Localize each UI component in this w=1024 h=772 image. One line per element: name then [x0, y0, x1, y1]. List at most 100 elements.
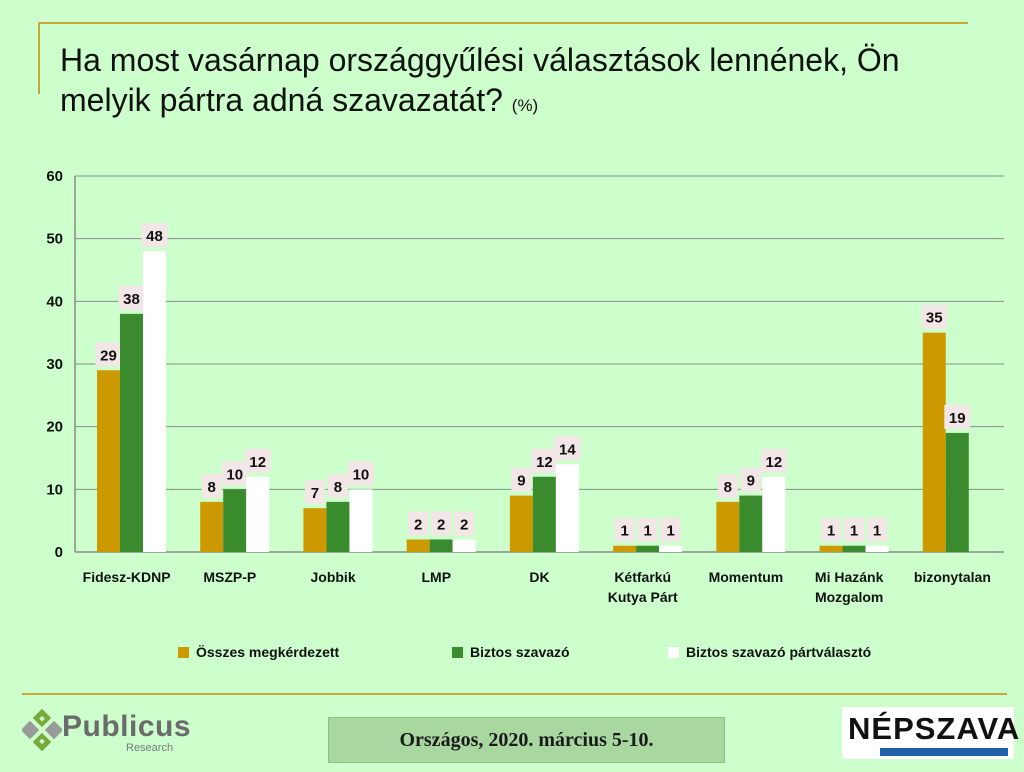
x-tick-label: Mozgalom [815, 589, 883, 605]
nepszava-logo: NÉPSZAVA [842, 707, 1019, 759]
data-label: 9 [747, 473, 755, 490]
x-tick-label: Mi Hazánk [815, 569, 884, 585]
bar [326, 501, 350, 552]
data-label: 35 [926, 310, 943, 327]
bar [842, 545, 866, 552]
bar [200, 501, 224, 552]
data-label-box [454, 511, 475, 536]
data-label-box [408, 511, 429, 536]
data-label-box [844, 517, 865, 542]
data-label-box [221, 461, 248, 486]
data-label-box [431, 511, 452, 536]
data-label-box [717, 473, 738, 498]
data-label-box [867, 517, 888, 542]
x-tick-label: bizonytalan [914, 569, 991, 585]
data-label: 2 [460, 516, 468, 533]
bar [246, 476, 270, 552]
x-tick-label: Momentum [709, 569, 784, 585]
bar [303, 508, 327, 552]
data-label: 1 [666, 523, 674, 540]
bar [945, 432, 969, 552]
data-label: 29 [100, 347, 117, 364]
y-tick-label: 40 [46, 293, 63, 310]
bar [143, 251, 166, 552]
data-label: 1 [827, 523, 835, 540]
data-label: 2 [437, 516, 445, 533]
title-frame-left [38, 22, 40, 94]
data-label: 48 [146, 228, 163, 245]
footer-divider [22, 693, 1007, 695]
legend-swatch [178, 647, 189, 658]
y-tick-label: 20 [46, 419, 63, 436]
data-label-box [531, 448, 558, 473]
bar [555, 464, 579, 552]
bar [739, 495, 763, 552]
x-tick-label: Fidesz-KDNP [83, 569, 171, 585]
bar [613, 545, 637, 552]
legend-label: Biztos szavazó pártválasztó [686, 644, 871, 660]
data-label-box [201, 473, 222, 498]
data-label: 14 [559, 441, 576, 458]
data-label-box [660, 517, 681, 542]
title-frame-top [38, 22, 968, 24]
y-tick-label: 50 [46, 231, 63, 248]
data-label: 19 [949, 410, 966, 427]
bar [922, 332, 946, 552]
x-tick-label: Kutya Párt [608, 589, 678, 605]
bar-chart: 0102030405060293848Fidesz-KDNP81012MSZP-… [46, 168, 1004, 660]
data-label-box [614, 517, 635, 542]
data-label-box [327, 473, 348, 498]
data-label: 8 [334, 479, 342, 496]
data-label: 10 [353, 466, 370, 483]
data-label: 12 [249, 454, 266, 471]
publicus-brand: Publicus [62, 710, 192, 743]
data-label-box [821, 517, 842, 542]
nepszava-stripe [880, 748, 1008, 756]
data-label-box [921, 304, 948, 329]
data-label-box [118, 285, 145, 310]
y-tick-label: 10 [46, 481, 63, 498]
data-label: 10 [226, 466, 243, 483]
y-tick-label: 30 [46, 356, 63, 373]
nepszava-wordmark: NÉPSZAVA [848, 711, 1021, 746]
data-label: 12 [536, 454, 553, 471]
title-unit: (%) [511, 96, 539, 115]
data-label-box [511, 467, 532, 492]
bar [406, 539, 430, 552]
x-tick-label: Jobbik [310, 569, 355, 585]
bar [659, 545, 683, 552]
x-tick-label: MSZP-P [203, 569, 256, 585]
data-label: 1 [620, 523, 628, 540]
bar [762, 476, 786, 552]
title-line-1: Ha most vasárnap országgyűlési választás… [60, 42, 900, 78]
legend-label: Összes megkérdezett [196, 644, 340, 660]
bar [819, 545, 843, 552]
bar [223, 489, 247, 552]
publicus-sub: Research [126, 742, 174, 754]
bar [509, 495, 533, 552]
bar [120, 313, 143, 552]
publicus-diamond-icon [22, 708, 62, 752]
data-label-box [95, 342, 122, 367]
x-tick-label: Kétfarkú [614, 569, 671, 585]
data-label: 38 [123, 291, 140, 308]
survey-caption: Országos, 2020. március 5-10. [328, 717, 725, 763]
data-label: 8 [724, 479, 732, 496]
bar [452, 539, 476, 552]
bar [532, 476, 556, 552]
y-tick-label: 0 [55, 544, 63, 561]
legend-label: Biztos szavazó [470, 644, 570, 660]
data-label-box [760, 448, 787, 473]
bar [97, 370, 120, 552]
x-tick-label: DK [529, 569, 549, 585]
bar [429, 539, 453, 552]
data-label-box [554, 436, 581, 461]
data-label: 1 [850, 523, 858, 540]
legend-swatch [452, 647, 463, 658]
data-label-box [740, 467, 761, 492]
data-label-box [637, 517, 658, 542]
data-label: 8 [208, 479, 216, 496]
data-label-box [347, 461, 374, 486]
publicus-logo: Publicus Research [22, 706, 192, 756]
data-label: 1 [643, 523, 651, 540]
